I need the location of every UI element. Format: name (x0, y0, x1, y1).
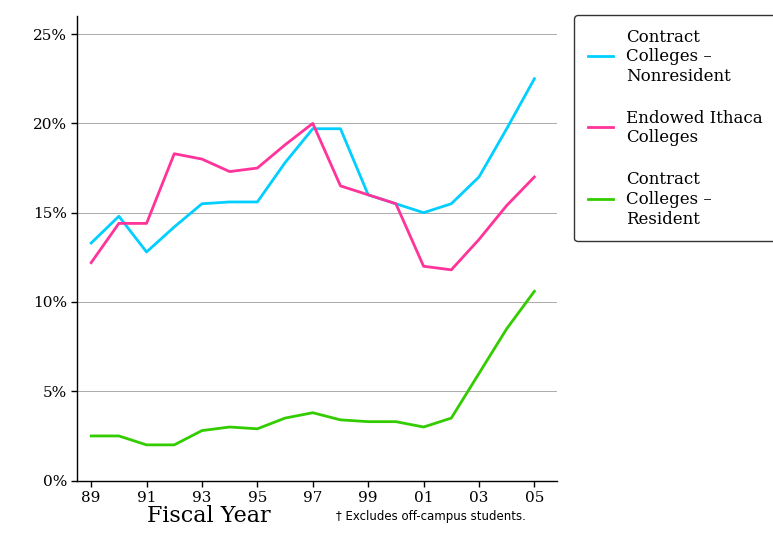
Text: Fiscal Year: Fiscal Year (147, 504, 271, 526)
Legend: Contract
Colleges –
Nonresident, Endowed Ithaca
Colleges, Contract
Colleges –
Re: Contract Colleges – Nonresident, Endowed… (574, 15, 773, 241)
Text: † Excludes off-campus students.: † Excludes off-campus students. (336, 510, 526, 523)
